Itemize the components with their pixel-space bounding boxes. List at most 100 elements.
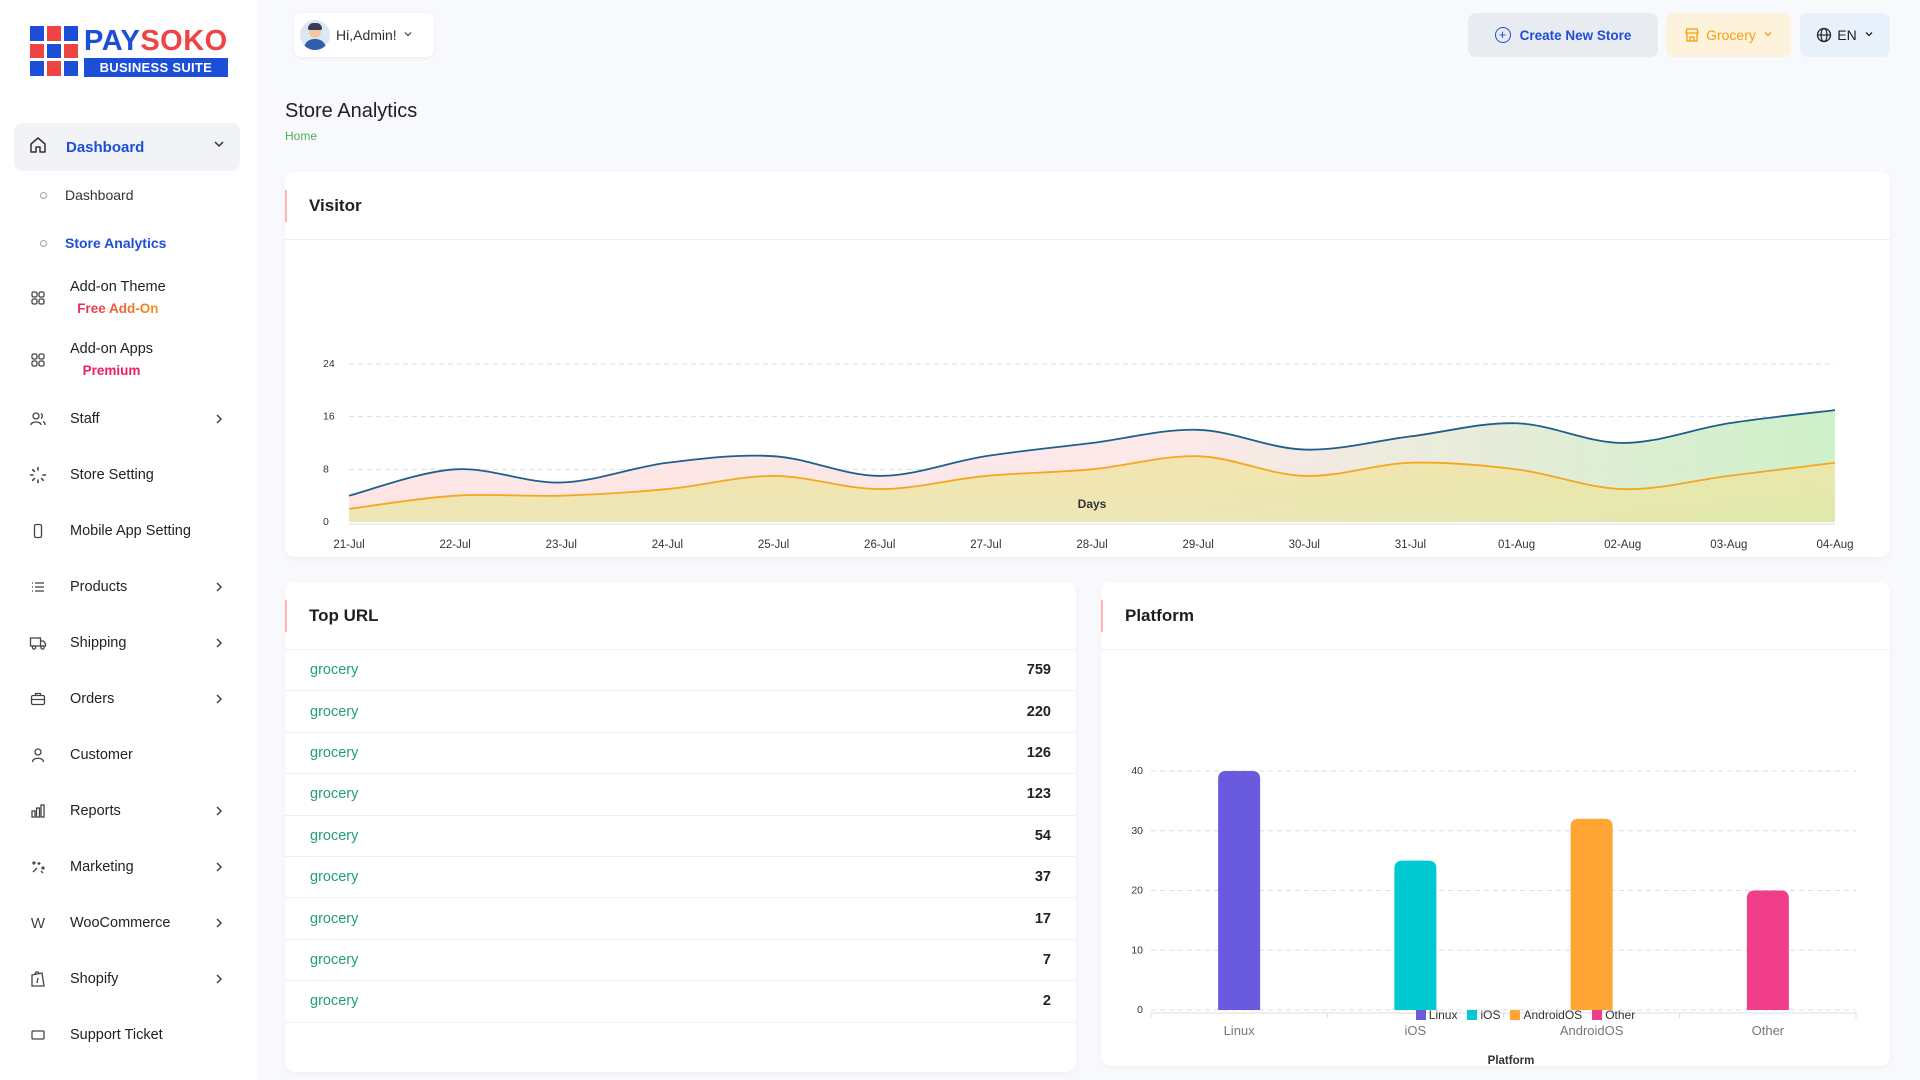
url-link[interactable]: grocery — [310, 993, 359, 1010]
bar-androidos — [1570, 818, 1613, 1010]
legend-swatch — [1592, 1010, 1603, 1020]
url-link[interactable]: grocery — [310, 744, 359, 761]
legend-label: AndroidOS — [1523, 1008, 1583, 1022]
grid-icon — [28, 350, 48, 370]
visit-count: 54 — [1034, 827, 1051, 844]
url-link[interactable]: grocery — [310, 786, 359, 803]
y-tick-label: 0 — [323, 516, 329, 528]
sidebar-item-shopify[interactable]: Shopify — [14, 951, 240, 1007]
sidebar-item-label: Staff — [70, 411, 100, 427]
legend-item[interactable]: iOS — [1467, 1008, 1500, 1022]
table-row: grocery 126 — [285, 733, 1076, 775]
visit-count: 126 — [1026, 744, 1051, 761]
create-store-label: Create New Store — [1519, 27, 1632, 43]
mobile-icon — [28, 521, 48, 541]
sidebar-item-label: Mobile App Setting — [70, 523, 191, 539]
url-link[interactable]: grocery — [310, 827, 359, 844]
x-tick-label: 01-Aug — [1498, 539, 1535, 551]
table-row: grocery 54 — [285, 816, 1076, 857]
sidebar-item-label: Add-on Apps — [70, 341, 154, 357]
sparkle-icon — [28, 857, 48, 877]
url-link[interactable]: grocery — [310, 910, 359, 927]
chart-icon — [28, 801, 48, 821]
y-tick-label: 20 — [1131, 885, 1143, 897]
x-tick-label: 22-Jul — [439, 539, 470, 551]
home-icon — [28, 135, 48, 160]
sidebar-item-label: Shipping — [70, 635, 127, 651]
url-link[interactable]: grocery — [310, 869, 359, 886]
y-tick-label: 8 — [323, 463, 329, 475]
y-tick-label: 40 — [1131, 765, 1143, 777]
user-profile-menu[interactable]: Hi,Admin! — [294, 13, 434, 57]
sidebar-subitem-store-analytics[interactable]: Store Analytics — [14, 219, 240, 267]
bar-other — [1746, 890, 1789, 1010]
logo-mark-icon — [30, 26, 78, 76]
visit-count: 37 — [1034, 869, 1051, 886]
sidebar-nav: Dashboard Dashboard Store Analytics Add-… — [14, 123, 240, 1063]
list-icon — [28, 577, 48, 597]
sidebar-item-orders[interactable]: Orders — [14, 671, 240, 727]
brand-logo[interactable]: PAYSOKO BUSINESS SUITE — [30, 26, 228, 77]
breadcrumb-home[interactable]: Home — [285, 129, 318, 143]
sidebar-item-customer[interactable]: Customer — [14, 727, 240, 783]
chevron-right-icon — [212, 916, 226, 934]
legend-item[interactable]: Other — [1592, 1008, 1635, 1022]
sidebar-item-reports[interactable]: Reports — [14, 783, 240, 839]
chevron-right-icon — [212, 636, 226, 654]
x-tick-label: 27-Jul — [970, 539, 1001, 551]
sidebar-item-support-ticket[interactable]: Support Ticket — [14, 1007, 240, 1063]
users-icon — [28, 409, 48, 429]
legend-item[interactable]: AndroidOS — [1510, 1008, 1582, 1022]
table-row: grocery 123 — [285, 774, 1076, 816]
sidebar-subitem-dashboard[interactable]: Dashboard — [14, 171, 240, 219]
user-icon — [28, 745, 48, 765]
sidebar-item-mobile-app-setting[interactable]: Mobile App Setting — [14, 503, 240, 559]
store-selector[interactable]: Grocery — [1666, 13, 1791, 57]
x-axis-title: Days — [1077, 497, 1107, 511]
sidebar-item-addon-theme[interactable]: Add-on Theme Free Add-On — [14, 267, 240, 329]
chevron-right-icon — [212, 692, 226, 710]
bar-ios — [1394, 860, 1437, 1010]
sidebar-item-marketing[interactable]: Marketing — [14, 839, 240, 895]
x-tick-label: 23-Jul — [546, 539, 577, 551]
visitor-area-chart: 0 8 16 24 21-Jul 22-Jul 23-Jul 24-Jul 25-Jul 26-J… — [323, 358, 1854, 551]
legend-item[interactable]: Linux — [1415, 1008, 1458, 1022]
sidebar-item-label: Products — [70, 579, 128, 595]
page-title: Store Analytics — [285, 100, 418, 122]
x-tick-label: 03-Aug — [1710, 539, 1747, 551]
grid-icon — [28, 288, 48, 308]
chevron-down-icon — [1763, 29, 1773, 42]
store-icon — [1684, 27, 1700, 43]
table-row: grocery 759 — [285, 650, 1076, 692]
sidebar-item-addon-apps[interactable]: Add-on Apps Premium — [14, 329, 240, 391]
sidebar-item-label: Dashboard — [66, 138, 145, 156]
x-tick-label: 24-Jul — [652, 539, 683, 551]
loader-icon — [28, 465, 48, 485]
chevron-down-icon — [212, 137, 226, 156]
top-url-list: grocery 759 grocery 220 grocery 126 grocery 123… — [285, 650, 1076, 1023]
visit-count: 759 — [1026, 662, 1051, 679]
url-link[interactable]: grocery — [310, 703, 359, 720]
sidebar-item-dashboard[interactable]: Dashboard — [14, 123, 240, 171]
x-tick-label: 29-Jul — [1182, 539, 1213, 551]
premium-badge: Premium — [82, 363, 141, 378]
legend-label: Linux — [1428, 1008, 1458, 1022]
url-link[interactable]: grocery — [310, 951, 359, 968]
bullet-icon — [40, 239, 47, 247]
create-new-store-button[interactable]: + Create New Store — [1468, 13, 1658, 57]
ticket-icon — [28, 1025, 48, 1045]
y-tick-label: 0 — [1137, 1004, 1143, 1016]
sidebar-item-staff[interactable]: Staff — [14, 391, 240, 447]
bullet-icon — [40, 191, 47, 199]
sidebar-item-products[interactable]: Products — [14, 559, 240, 615]
x-tick-label: 28-Jul — [1076, 539, 1107, 551]
language-code: EN — [1837, 27, 1857, 43]
language-selector[interactable]: EN — [1800, 13, 1890, 57]
url-link[interactable]: grocery — [310, 662, 359, 679]
y-tick-label: 10 — [1131, 944, 1143, 956]
chevron-right-icon — [212, 860, 226, 878]
x-tick-label: 30-Jul — [1289, 539, 1320, 551]
sidebar-item-woocommerce[interactable]: W WooCommerce — [14, 895, 240, 951]
sidebar-item-store-setting[interactable]: Store Setting — [14, 447, 240, 503]
sidebar-item-shipping[interactable]: Shipping — [14, 615, 240, 671]
